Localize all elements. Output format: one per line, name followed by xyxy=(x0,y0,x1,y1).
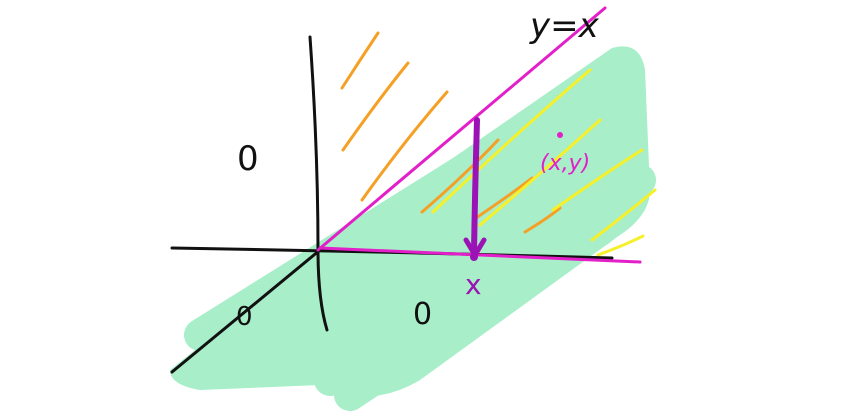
triangle-edges xyxy=(316,6,642,264)
yellow-hatch-stroke xyxy=(478,118,602,227)
yellow-hatch-stroke xyxy=(590,188,657,242)
point-coordinate-label: (x,y) xyxy=(540,151,590,176)
green-band-strokes xyxy=(184,94,656,411)
yellow-hatch-stroke xyxy=(551,148,644,212)
orange-hatch-stroke xyxy=(360,90,449,202)
orange-hatch-stroke xyxy=(420,138,500,214)
diagonal-axis xyxy=(170,248,322,374)
vertical-slice-line xyxy=(471,117,480,255)
orange-hatch-stroke xyxy=(474,176,534,220)
yellow-hatch-stroke xyxy=(596,234,645,257)
yellow-hatch-stroke xyxy=(431,68,592,214)
yellow-hatching xyxy=(431,68,657,257)
region-below-mid-label: 0 xyxy=(413,297,432,332)
region-below-left-label: 0 xyxy=(236,302,253,332)
line-equation-label: y=x xyxy=(529,6,600,46)
vertical-slice xyxy=(463,117,487,261)
green-shaded-region xyxy=(170,46,656,411)
x-tick-label: x xyxy=(465,268,482,301)
orange-hatch-stroke xyxy=(523,206,562,234)
y-axis xyxy=(308,35,329,332)
orange-hatching xyxy=(340,31,562,234)
orange-hatch-stroke xyxy=(341,61,410,152)
point-dot xyxy=(557,132,563,138)
orange-hatch-stroke xyxy=(340,31,380,90)
vertical-slice-base-dot xyxy=(470,253,478,261)
region-upper-left-label: 0 xyxy=(237,139,259,179)
line-y-equals-x xyxy=(316,6,607,252)
triangle-bottom-edge xyxy=(318,246,642,264)
